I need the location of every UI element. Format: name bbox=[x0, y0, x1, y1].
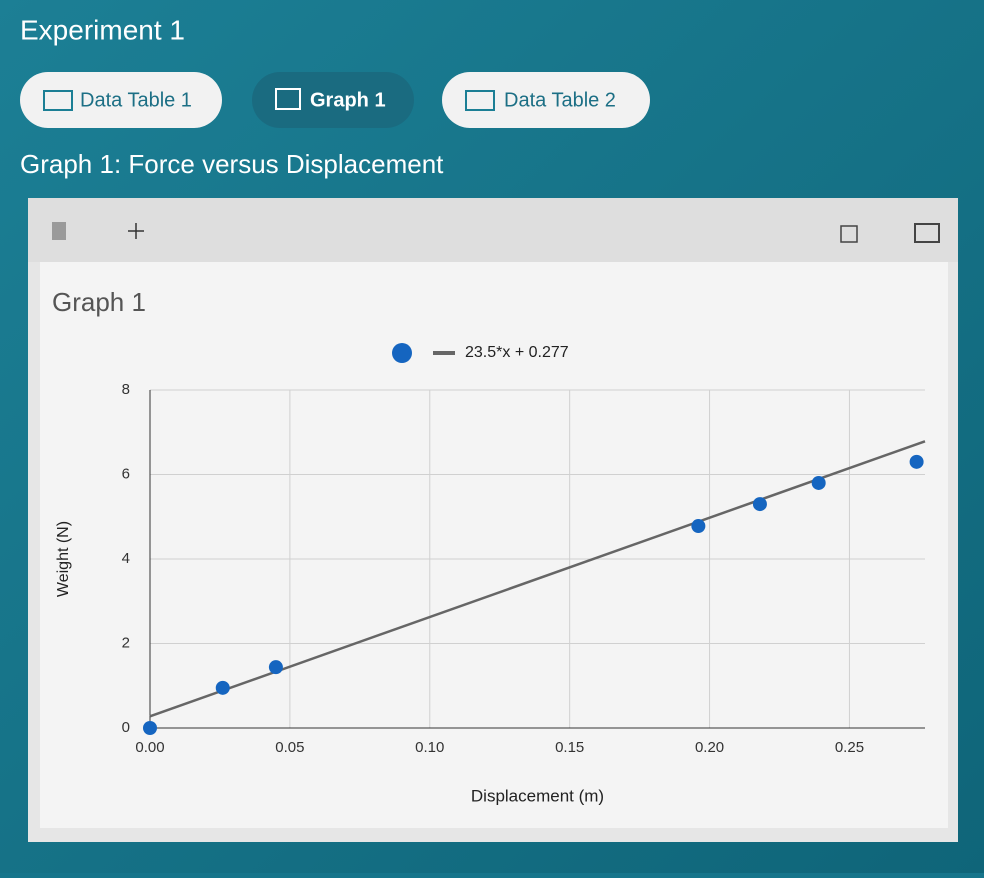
toolbar bbox=[28, 198, 958, 262]
legend-label: 23.5*x + 0.277 bbox=[465, 344, 569, 361]
tab[interactable]: Data Table 1 bbox=[20, 72, 222, 128]
x-tick-label: 0.20 bbox=[695, 739, 724, 756]
point bbox=[143, 721, 157, 735]
x-tick-label: 0.10 bbox=[415, 739, 444, 756]
tab-label[interactable]: Graph 1 bbox=[310, 89, 386, 111]
point bbox=[811, 475, 826, 490]
tab[interactable]: Graph 1 bbox=[252, 72, 414, 128]
tab-bg[interactable] bbox=[252, 72, 414, 128]
point bbox=[215, 680, 230, 695]
y-tick-label: 2 bbox=[122, 634, 130, 651]
tab[interactable]: Data Table 2 bbox=[442, 72, 650, 128]
x-axis-label: Displacement (m) bbox=[471, 786, 604, 805]
delete-button[interactable] bbox=[52, 222, 66, 240]
tab-label[interactable]: Data Table 2 bbox=[504, 89, 616, 111]
section-title: Graph 1: Force versus Displacement bbox=[20, 149, 444, 179]
legend-marker bbox=[392, 343, 412, 363]
y-tick-label: 6 bbox=[122, 465, 130, 482]
x-tick-label: 0.00 bbox=[135, 739, 164, 756]
x-tick-label: 0.15 bbox=[555, 739, 584, 756]
point bbox=[752, 497, 767, 512]
point bbox=[691, 519, 706, 534]
x-tick-label: 0.25 bbox=[835, 739, 864, 756]
tab-bg[interactable] bbox=[442, 72, 650, 128]
chart: Graph 1 0 2 4 6 8 0.00 0.05 0.10 0.15 0.20 0.25 Dis… bbox=[52, 287, 926, 805]
table-icon bbox=[465, 90, 495, 111]
y-tick-label: 8 bbox=[122, 381, 130, 398]
chart-area bbox=[40, 262, 948, 828]
page-title: Experiment 1 bbox=[20, 14, 185, 45]
graph-icon bbox=[275, 88, 301, 110]
y-tick-label: 4 bbox=[122, 550, 130, 567]
tab-label[interactable]: Data Table 1 bbox=[80, 89, 192, 111]
x-tick-label: 0.05 bbox=[275, 739, 304, 756]
tab-bg[interactable] bbox=[20, 72, 222, 128]
rescale-button[interactable] bbox=[840, 225, 858, 243]
point bbox=[268, 660, 283, 675]
point bbox=[909, 454, 924, 469]
legend-swatch bbox=[433, 351, 455, 355]
chart-title: Graph 1 bbox=[52, 287, 146, 317]
table-icon bbox=[43, 90, 73, 111]
add-button[interactable] bbox=[128, 223, 144, 239]
y-tick-label: 0 bbox=[122, 719, 130, 736]
y-axis-label: Weight (N) bbox=[55, 521, 72, 597]
image-button[interactable] bbox=[914, 223, 940, 243]
